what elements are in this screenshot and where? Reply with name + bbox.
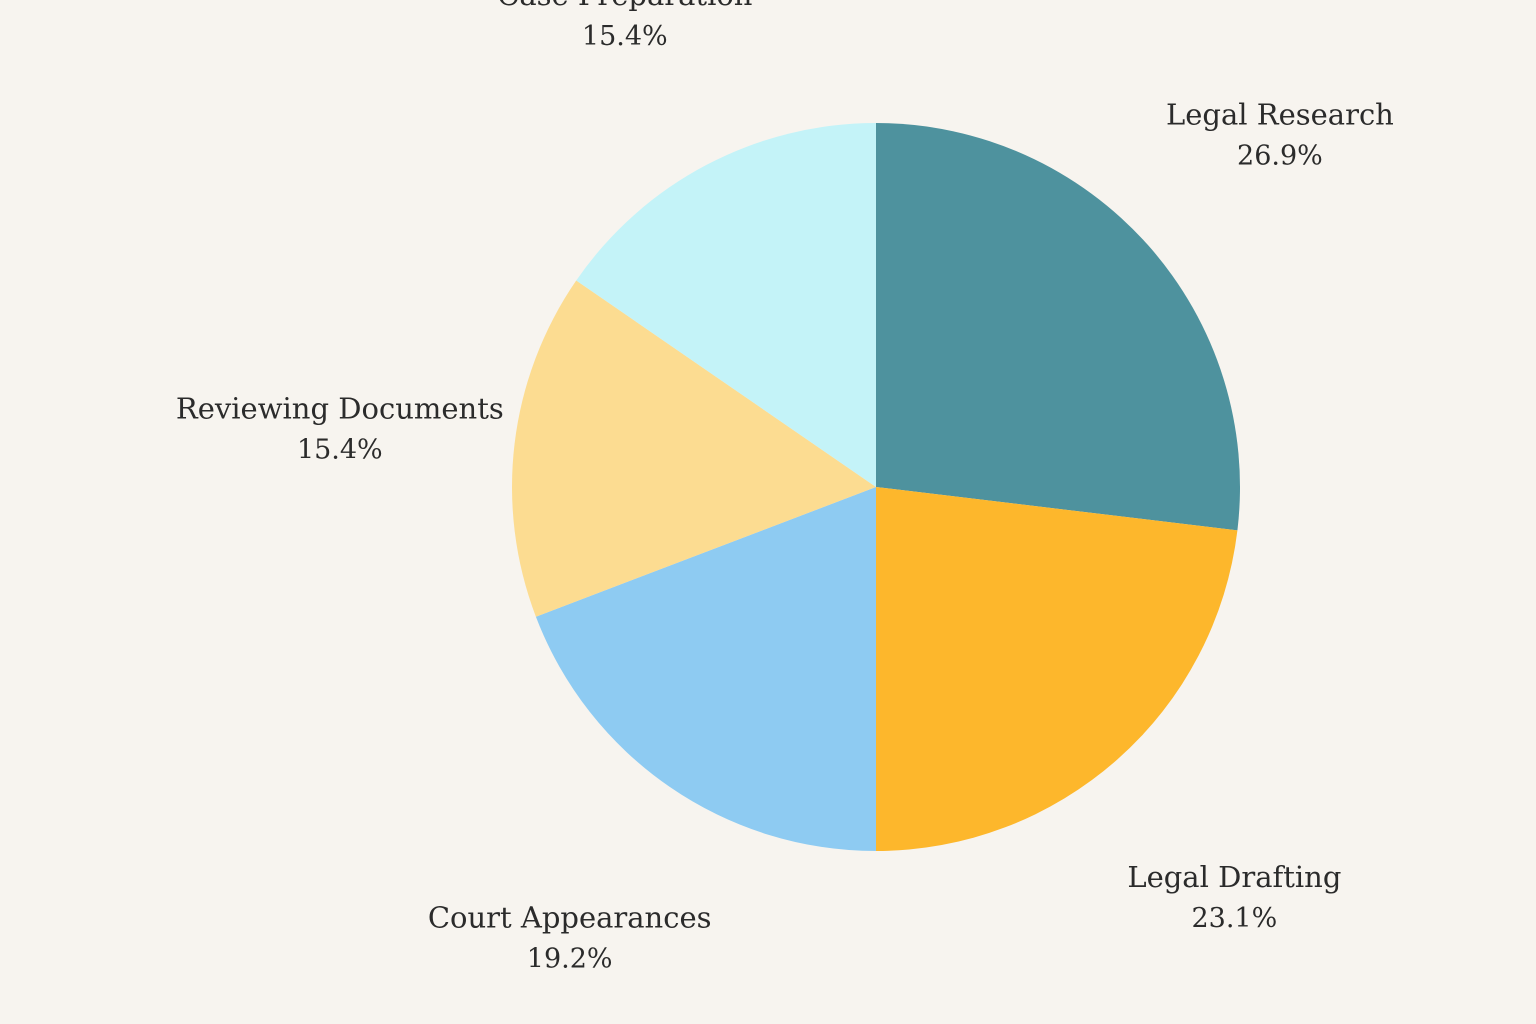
pie-slice-legal-research xyxy=(876,123,1241,531)
pie-slice-reviewing-documents xyxy=(511,280,876,617)
pie-slice-case-preparation xyxy=(576,123,876,487)
pie-slices xyxy=(511,123,1241,851)
slice-label-legal-drafting: Legal Drafting xyxy=(1127,860,1341,894)
slice-label-legal-research: Legal Research xyxy=(1166,98,1394,132)
pie-slice-court-appearances xyxy=(535,487,876,851)
pie-slice-legal-drafting xyxy=(876,487,1238,851)
slice-label-reviewing-documents: Reviewing Documents xyxy=(176,392,504,426)
slice-percent-court-appearances: 19.2% xyxy=(527,944,613,975)
slice-label-case-preparation: Case Preparation xyxy=(497,0,752,12)
slice-percent-reviewing-documents: 15.4% xyxy=(297,435,383,466)
slice-label-court-appearances: Court Appearances xyxy=(428,901,712,935)
pie-labels: Legal Research 26.9% Legal Drafting 23.1% Co… xyxy=(176,0,1394,975)
slice-percent-case-preparation: 15.4% xyxy=(582,21,668,52)
slice-percent-legal-drafting: 23.1% xyxy=(1191,903,1277,934)
slice-percent-legal-research: 26.9% xyxy=(1237,141,1323,172)
